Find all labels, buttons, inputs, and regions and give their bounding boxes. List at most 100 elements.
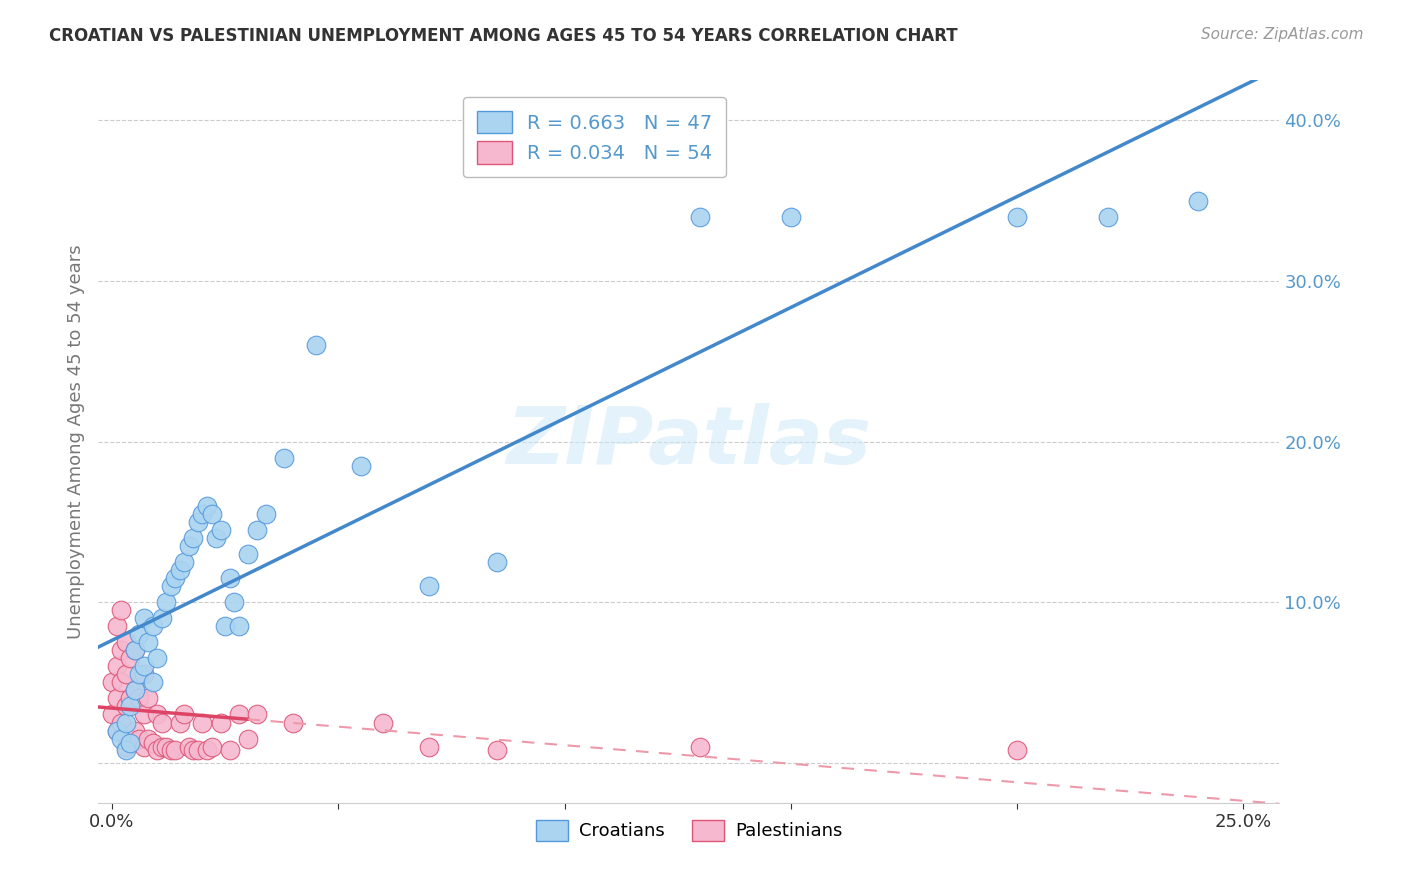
Point <box>146 743 169 757</box>
Point <box>169 715 191 730</box>
Point <box>105 723 128 738</box>
Point <box>236 547 259 561</box>
Y-axis label: Unemployment Among Ages 45 to 54 years: Unemployment Among Ages 45 to 54 years <box>66 244 84 639</box>
Point <box>155 595 177 609</box>
Point <box>214 619 236 633</box>
Point <box>110 643 132 657</box>
Point <box>124 643 146 657</box>
Point <box>142 675 165 690</box>
Point <box>132 667 155 681</box>
Point <box>224 595 246 609</box>
Point <box>177 739 200 754</box>
Point <box>124 683 146 698</box>
Point <box>183 743 205 757</box>
Point <box>136 635 159 649</box>
Point <box>110 603 132 617</box>
Point <box>128 731 150 746</box>
Point <box>110 731 132 746</box>
Point <box>132 611 155 625</box>
Point <box>124 643 146 657</box>
Point <box>689 210 711 224</box>
Point <box>150 715 173 730</box>
Point <box>209 715 232 730</box>
Point <box>281 715 304 730</box>
Text: ZIPatlas: ZIPatlas <box>506 402 872 481</box>
Point <box>110 675 132 690</box>
Point <box>350 458 373 473</box>
Point <box>155 739 177 754</box>
Point <box>159 743 181 757</box>
Point <box>120 736 142 750</box>
Point <box>146 651 169 665</box>
Point <box>114 739 136 754</box>
Text: Source: ZipAtlas.com: Source: ZipAtlas.com <box>1201 27 1364 42</box>
Point <box>124 683 146 698</box>
Point <box>485 743 508 757</box>
Point <box>132 739 155 754</box>
Point <box>105 723 128 738</box>
Point <box>191 715 214 730</box>
Point <box>132 659 155 673</box>
Point <box>195 499 218 513</box>
Point <box>105 659 128 673</box>
Point <box>159 579 181 593</box>
Point <box>1005 743 1028 757</box>
Point <box>218 571 240 585</box>
Point <box>183 531 205 545</box>
Point <box>173 707 195 722</box>
Point <box>165 571 187 585</box>
Point <box>485 555 508 569</box>
Point <box>150 611 173 625</box>
Point <box>124 723 146 738</box>
Point <box>146 707 169 722</box>
Point <box>114 667 136 681</box>
Point <box>173 555 195 569</box>
Point <box>114 743 136 757</box>
Point <box>1097 210 1119 224</box>
Point <box>200 507 222 521</box>
Point <box>101 707 124 722</box>
Point <box>114 699 136 714</box>
Point <box>165 743 187 757</box>
Point <box>120 699 142 714</box>
Point <box>120 691 142 706</box>
Point <box>1187 194 1209 208</box>
Point <box>177 539 200 553</box>
Text: CROATIAN VS PALESTINIAN UNEMPLOYMENT AMONG AGES 45 TO 54 YEARS CORRELATION CHART: CROATIAN VS PALESTINIAN UNEMPLOYMENT AMO… <box>49 27 957 45</box>
Point <box>142 736 165 750</box>
Point <box>1005 210 1028 224</box>
Point <box>418 739 440 754</box>
Point <box>187 743 209 757</box>
Point <box>200 739 222 754</box>
Point <box>195 743 218 757</box>
Point <box>236 731 259 746</box>
Point <box>779 210 801 224</box>
Point <box>246 523 269 537</box>
Point <box>228 619 250 633</box>
Point <box>418 579 440 593</box>
Legend: Croatians, Palestinians: Croatians, Palestinians <box>529 813 849 848</box>
Point <box>228 707 250 722</box>
Point <box>105 691 128 706</box>
Point <box>136 731 159 746</box>
Point <box>273 450 295 465</box>
Point <box>209 523 232 537</box>
Point <box>373 715 395 730</box>
Point <box>120 731 142 746</box>
Point <box>128 667 150 681</box>
Point <box>132 707 155 722</box>
Point <box>254 507 277 521</box>
Point <box>136 691 159 706</box>
Point <box>114 715 136 730</box>
Point <box>101 675 124 690</box>
Point <box>105 619 128 633</box>
Point <box>187 515 209 529</box>
Point <box>191 507 214 521</box>
Point <box>689 739 711 754</box>
Point <box>120 651 142 665</box>
Point <box>128 627 150 641</box>
Point <box>205 531 228 545</box>
Point <box>304 338 326 352</box>
Point <box>218 743 240 757</box>
Point <box>169 563 191 577</box>
